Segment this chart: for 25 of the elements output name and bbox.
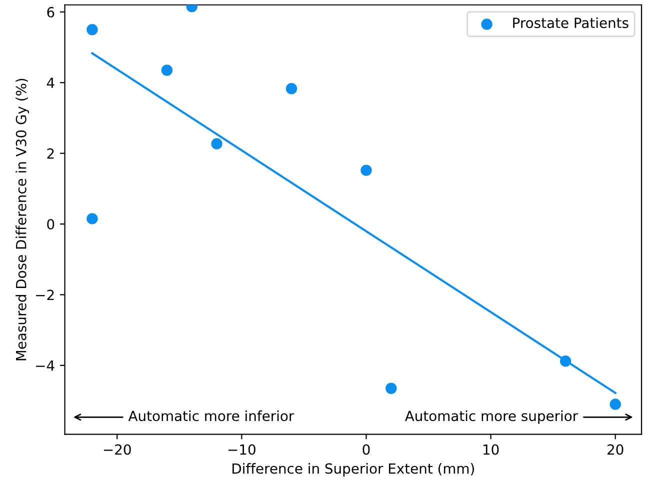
x-tick-label: 0 (362, 444, 370, 455)
y-tick-label: 4 (46, 78, 54, 88)
point (286, 83, 298, 94)
y-tick-label: 2 (47, 148, 54, 159)
legend-label: Prostate Patients (513, 17, 628, 28)
point (86, 24, 98, 36)
x-tick-label: 20 (608, 444, 624, 455)
point (161, 64, 173, 76)
annotation: Automatic more superior (404, 410, 578, 424)
point (560, 356, 572, 367)
y-tick-label: 0 (47, 218, 54, 230)
point (86, 213, 98, 224)
y-tick-label: 6 (47, 6, 54, 18)
x-axis-title: Difference in Superior Extent (mm) (232, 463, 474, 476)
y-tick-label: −4 (36, 360, 54, 371)
y-tick-label: −2 (36, 290, 54, 300)
annotation: Automatic more inferior (128, 410, 294, 422)
y-axis-title: Measured Dose Difference in V30 Gy (%) (16, 78, 30, 360)
point (610, 398, 621, 410)
point (386, 382, 397, 394)
x-tick-label: −20 (104, 444, 131, 455)
point (211, 138, 222, 150)
point (360, 164, 372, 176)
x-tick-label: 10 (483, 444, 499, 455)
x-tick-label: −10 (228, 444, 256, 455)
